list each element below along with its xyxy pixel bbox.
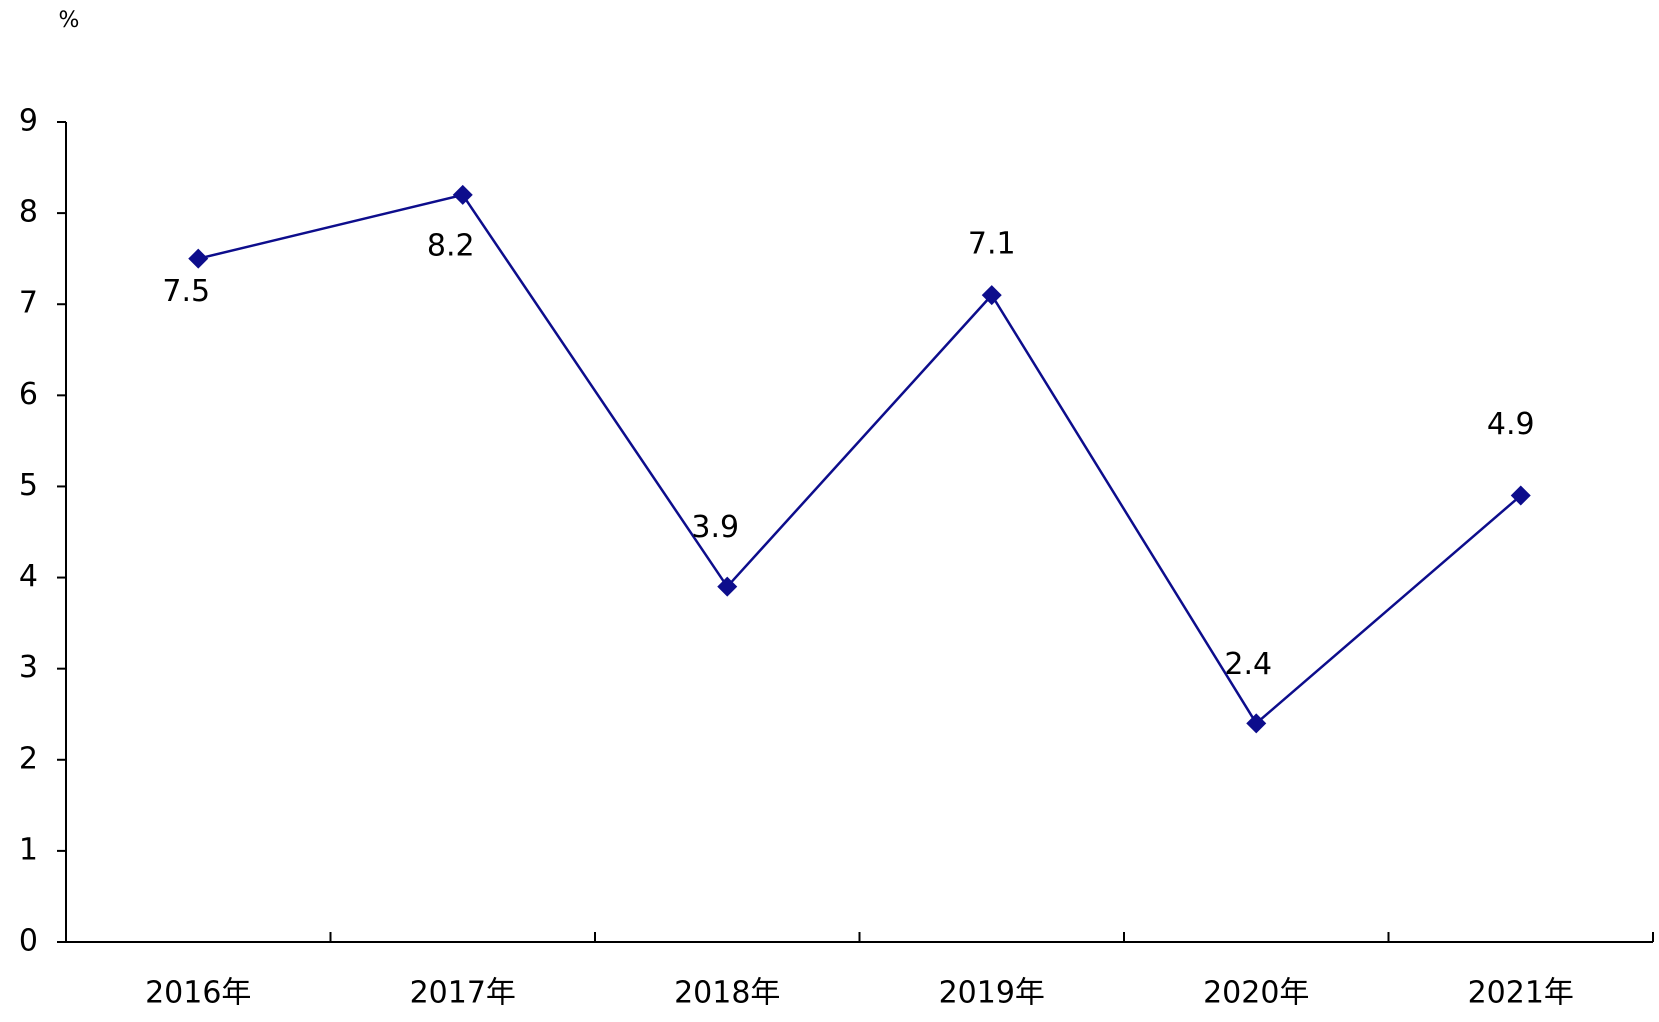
data-label: 3.9 [691, 510, 739, 545]
data-label: 2.4 [1224, 647, 1272, 682]
data-label: 4.9 [1487, 407, 1535, 442]
y-tick-label: 5 [19, 468, 38, 503]
unit-label: % [59, 8, 80, 33]
marker [717, 576, 738, 597]
marker [188, 248, 209, 269]
y-tick-label: 9 [19, 104, 38, 139]
x-tick-label: 2017年 [410, 976, 516, 1011]
data-label: 8.2 [427, 228, 475, 263]
y-tick-label: 7 [19, 286, 38, 321]
y-tick-label: 2 [19, 741, 38, 776]
y-tick-label: 3 [19, 650, 38, 685]
y-tick-label: 8 [19, 195, 38, 230]
data-label: 7.5 [162, 274, 210, 309]
y-tick-label: 6 [19, 377, 38, 412]
line [197, 193, 1522, 726]
x-tick-label: 2021年 [1468, 976, 1574, 1011]
x-tick-label: 2016年 [145, 976, 251, 1011]
y-tick-label: 0 [19, 924, 38, 959]
x-tick-label: 2019年 [939, 976, 1045, 1011]
x-tick-label: 2018年 [674, 976, 780, 1011]
y-tick-label: 1 [19, 832, 38, 867]
marker [981, 285, 1002, 306]
marker [1246, 713, 1267, 734]
marker [452, 184, 473, 205]
data-label: 7.1 [968, 227, 1016, 262]
marker [1510, 485, 1531, 506]
y-tick-label: 4 [19, 559, 38, 594]
x-tick-label: 2020年 [1203, 976, 1309, 1011]
